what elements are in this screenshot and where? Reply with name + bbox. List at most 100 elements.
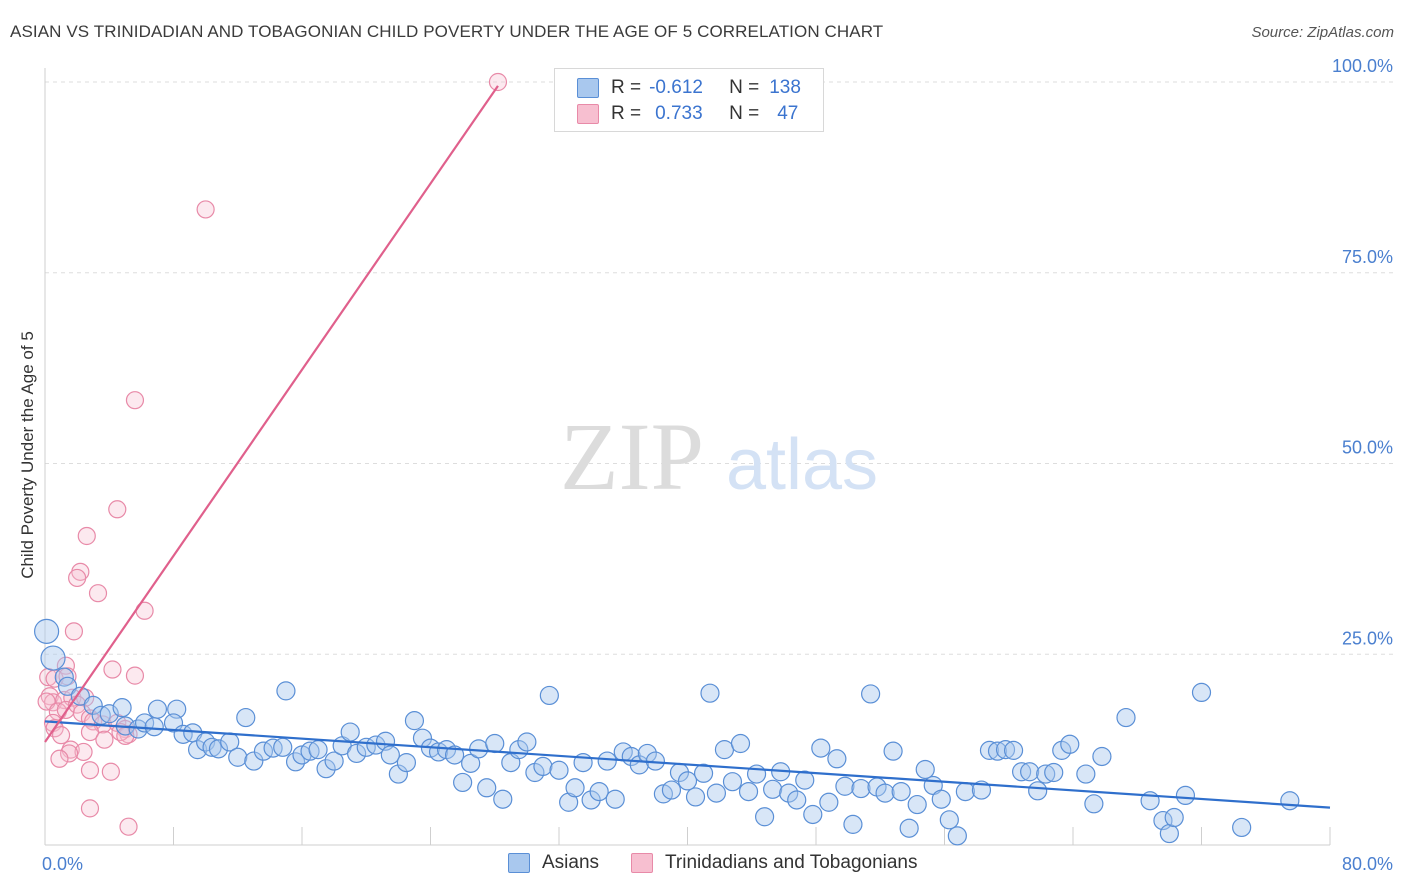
asian-point xyxy=(40,645,66,671)
asian-point xyxy=(835,776,855,796)
asian-point xyxy=(347,743,367,764)
asian-point xyxy=(875,783,895,803)
asian-point xyxy=(827,749,847,769)
trinidadian-point xyxy=(119,817,138,836)
asian-point xyxy=(324,751,344,771)
chart-title: ASIAN VS TRINIDADIAN AND TOBAGONIAN CHIL… xyxy=(10,22,884,41)
asian-point xyxy=(276,681,296,701)
asian-point xyxy=(803,804,823,825)
asian-point xyxy=(187,740,208,760)
asian-point xyxy=(763,779,783,799)
trinidadian-point xyxy=(125,666,145,685)
asian-point xyxy=(1003,740,1024,760)
asian-point xyxy=(444,745,465,765)
asian-point xyxy=(469,739,489,759)
x-tick-label: 80.0% xyxy=(1342,854,1393,874)
asian-point xyxy=(722,772,743,792)
asian-point xyxy=(693,763,714,783)
y-tick-label: 75.0% xyxy=(1342,247,1393,267)
y-tick-label: 50.0% xyxy=(1342,438,1393,458)
y-axis-title: Child Poverty Under the Age of 5 xyxy=(18,331,37,579)
asian-point xyxy=(891,781,911,802)
legend-row-trinidadians: R = 0.733 N = 47 xyxy=(577,102,798,126)
legend-row-asians: R = -0.612 N = 138 xyxy=(577,76,801,100)
asian-point xyxy=(244,751,264,771)
trinidadian-point xyxy=(108,500,127,519)
asian-point xyxy=(730,733,751,754)
asian-point xyxy=(493,789,513,809)
asian-point xyxy=(549,760,569,780)
asian-point xyxy=(995,740,1016,760)
source-label: Source: ZipAtlas.com xyxy=(1251,24,1394,41)
asian-trend-line xyxy=(44,720,1331,809)
trinidadian-point xyxy=(80,761,100,780)
asian-point xyxy=(388,764,408,784)
asian-point xyxy=(1164,807,1184,828)
asian-point xyxy=(787,790,807,810)
asian-point xyxy=(819,792,839,812)
legend-n-label: N = xyxy=(729,103,760,124)
trinidadian-point xyxy=(125,391,145,410)
asian-point xyxy=(300,741,320,761)
series-swatch-asians xyxy=(508,853,530,873)
trinidadian-point xyxy=(59,744,79,763)
asian-point xyxy=(597,751,617,771)
legend-r-value: -0.612 xyxy=(649,77,703,98)
asian-point xyxy=(380,745,400,765)
asian-point xyxy=(605,789,625,809)
asian-point xyxy=(661,780,682,800)
series-legend-asians: Asians xyxy=(508,852,599,874)
asian-point xyxy=(987,741,1008,761)
asian-point xyxy=(677,771,698,791)
trinidadian-trend-line xyxy=(44,85,499,743)
asian-point xyxy=(907,794,927,815)
watermark: ZIP atlas xyxy=(560,403,878,510)
asian-point xyxy=(1280,791,1300,811)
asian-point xyxy=(263,738,283,758)
asian-point xyxy=(236,707,256,728)
asian-point xyxy=(931,789,951,809)
asian-point xyxy=(861,684,881,704)
legend-n-label: N = xyxy=(729,77,760,98)
y-tick-label: 25.0% xyxy=(1342,628,1393,648)
series-label-asians: Asians xyxy=(542,852,600,873)
asian-point xyxy=(706,783,727,803)
asian-point xyxy=(517,732,537,752)
correlation-legend: R = -0.612 N = 138 R = 0.733 N = 47 xyxy=(554,68,824,132)
legend-n-value: 138 xyxy=(769,77,801,98)
axes xyxy=(44,68,1331,846)
asian-point xyxy=(228,747,248,767)
trinidadian-point xyxy=(88,584,108,603)
trinidadian-point xyxy=(74,742,93,762)
trend-lines xyxy=(44,85,1331,809)
asian-point xyxy=(955,781,975,802)
asian-point xyxy=(685,787,706,807)
asian-point xyxy=(1116,707,1136,728)
x-tick-label: 0.0% xyxy=(42,854,83,874)
legend-swatch-trinidadians xyxy=(577,104,599,124)
asian-point xyxy=(1092,746,1112,767)
asian-point xyxy=(811,738,831,758)
trinidadian-point xyxy=(196,200,215,219)
asian-point xyxy=(147,699,168,719)
watermark-zip: ZIP xyxy=(560,403,704,510)
asian-point xyxy=(83,695,103,715)
asian-point xyxy=(1159,823,1179,844)
asian-point xyxy=(340,722,360,742)
trinidadian-point xyxy=(64,622,84,641)
trinidadian-point xyxy=(50,749,69,768)
asian-point xyxy=(404,711,425,731)
series-legend: Asians Trinidadians and Tobagonians xyxy=(508,852,950,874)
asian-point xyxy=(453,772,473,793)
asian-point xyxy=(112,698,132,718)
asian-points xyxy=(34,618,1300,846)
asian-point xyxy=(565,778,585,798)
trinidadian-point xyxy=(101,762,120,781)
asian-point xyxy=(1020,762,1040,782)
asian-point xyxy=(485,733,505,754)
legend-swatch-asians xyxy=(577,78,599,98)
legend-r-label: R = xyxy=(611,77,642,98)
asian-point xyxy=(308,740,328,760)
asian-point xyxy=(208,739,229,759)
